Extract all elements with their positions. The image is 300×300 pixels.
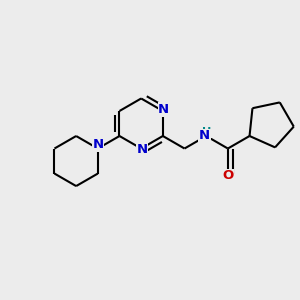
Text: N: N xyxy=(136,143,148,156)
Text: N: N xyxy=(199,129,210,142)
Text: N: N xyxy=(158,103,169,116)
Text: O: O xyxy=(222,169,233,182)
Text: N: N xyxy=(92,139,104,152)
Text: H: H xyxy=(202,128,212,137)
